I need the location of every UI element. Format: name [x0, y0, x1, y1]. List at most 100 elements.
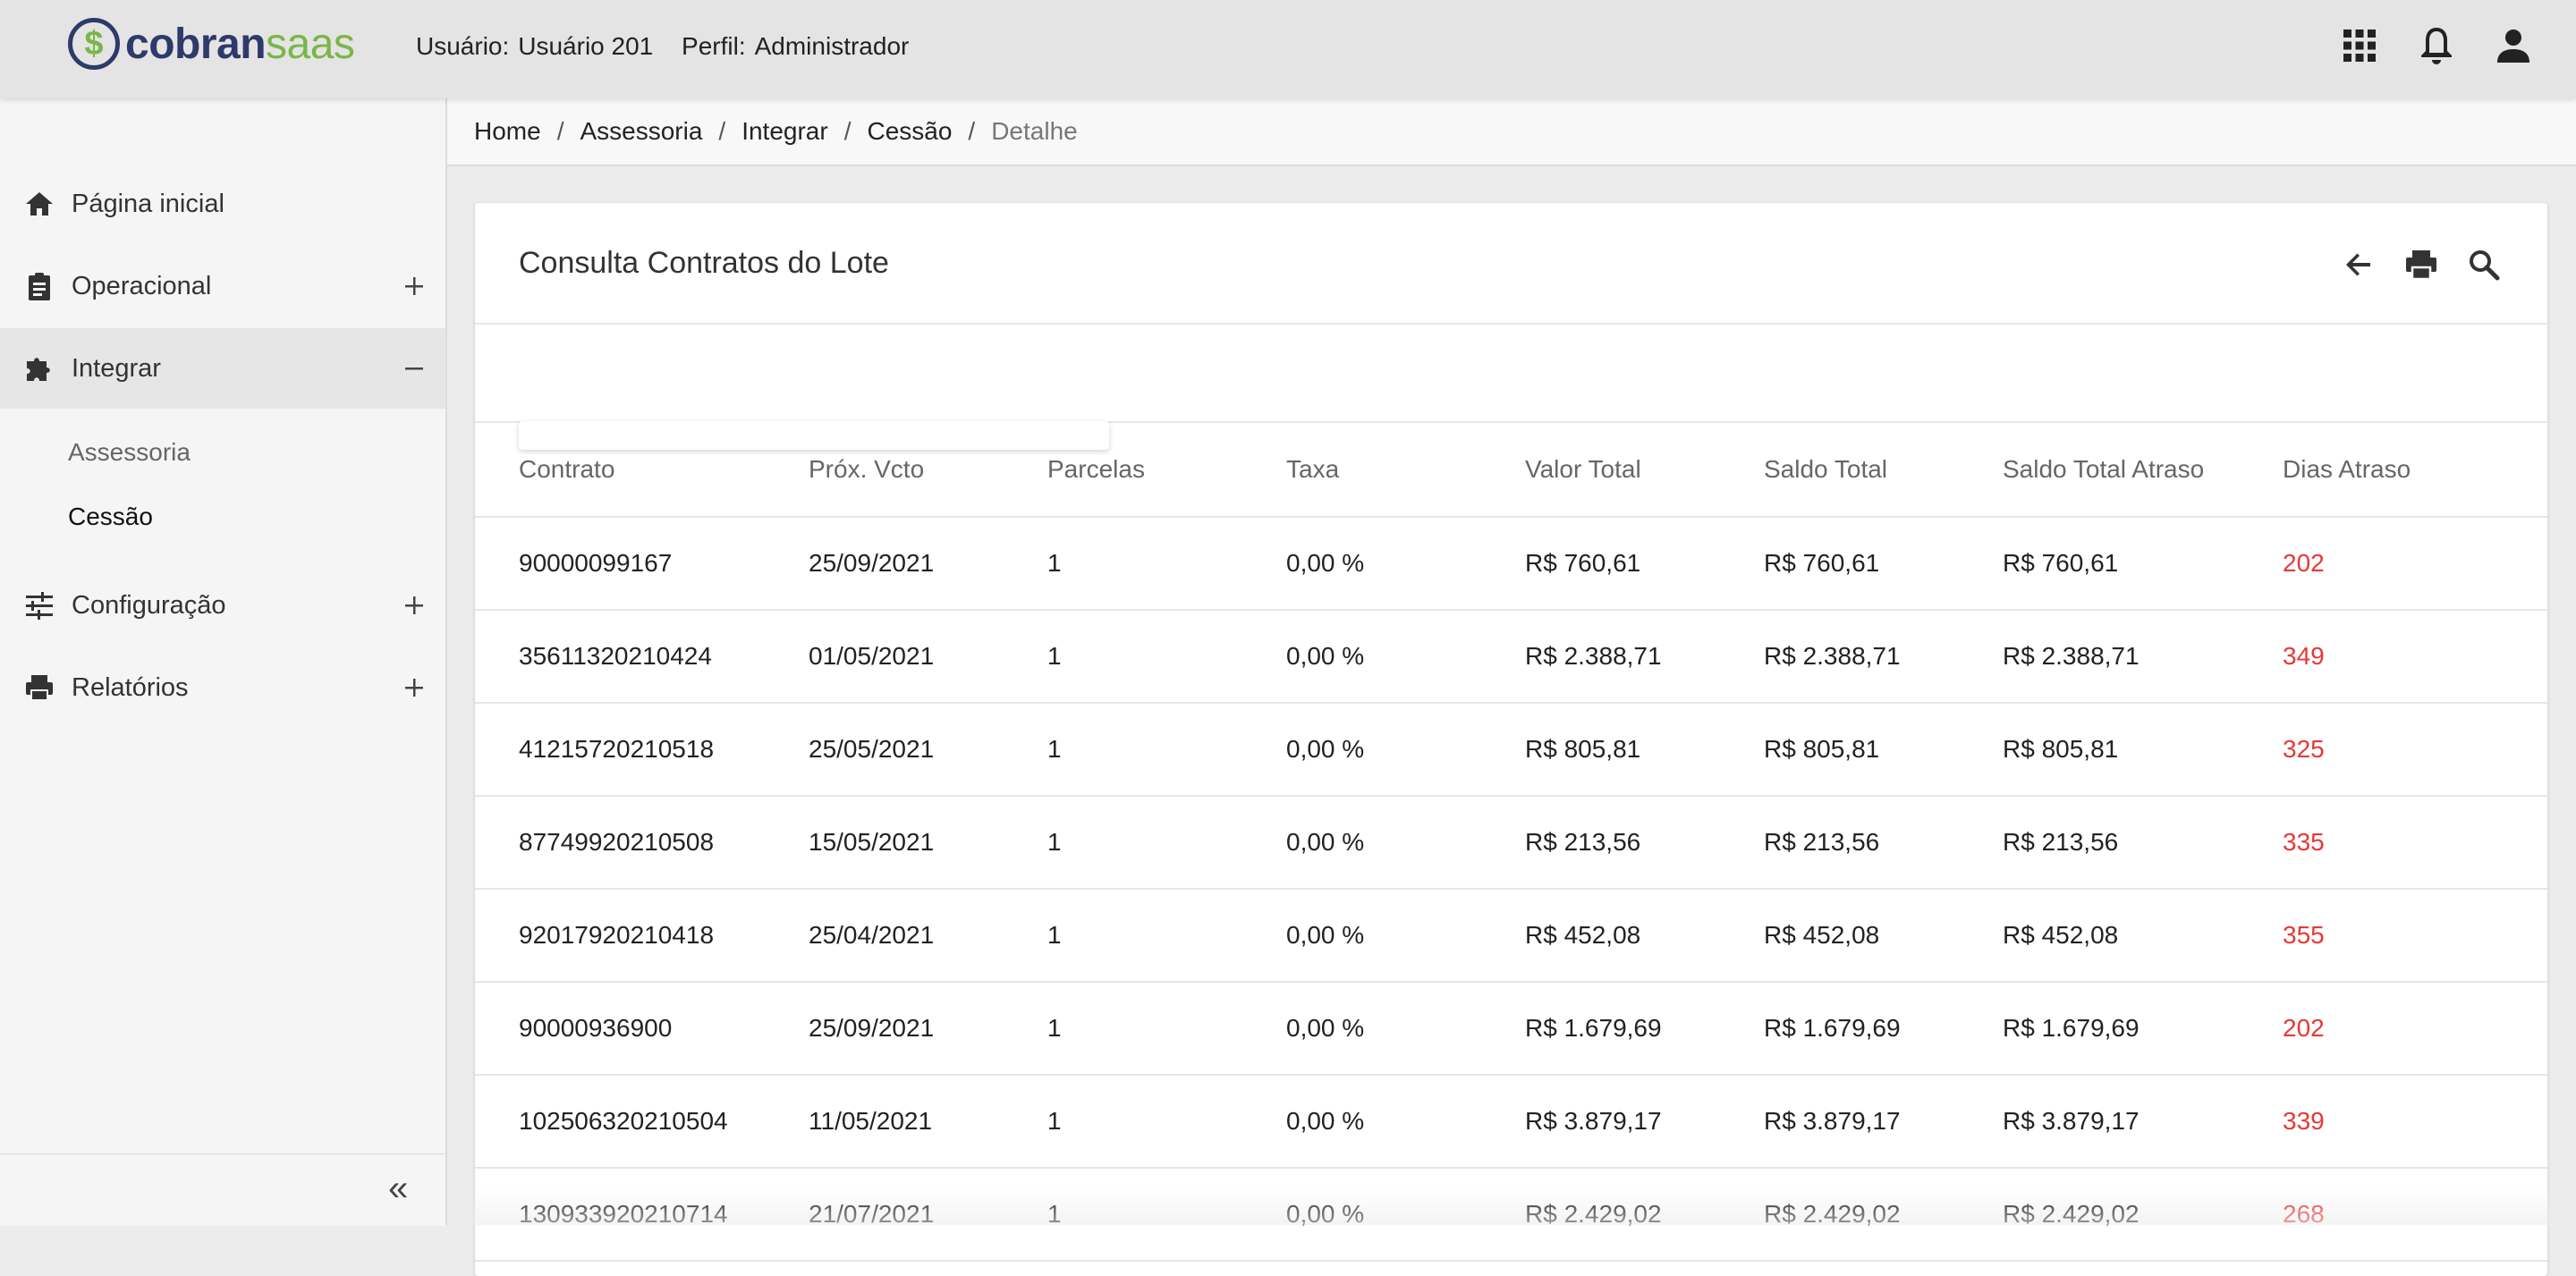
table-row[interactable]: 130933920210714 21/07/2021 1 0,00 % R$ 2.429… [475, 1168, 2547, 1262]
page-title: Consulta Contratos do Lote [519, 246, 889, 280]
table-row[interactable]: 90000099167 25/09/2021 1 0,00 % R$ 760,61 R$ … [475, 517, 2547, 611]
breadcrumb-detalhe: Detalhe [991, 117, 1078, 145]
breadcrumb-home[interactable]: Home [474, 117, 541, 145]
table-cell: R$ 213,56 [1525, 796, 1764, 890]
sidebar-item-label: Relatórios [72, 672, 189, 702]
table-cell: R$ 805,81 [1525, 703, 1764, 797]
table-row[interactable]: 102506320210504 11/05/2021 1 0,00 % R$ 3.879… [475, 1075, 2547, 1169]
clipboard-icon [29, 273, 50, 300]
table-cell: 339 [2283, 1075, 2547, 1169]
top-actions [2340, 23, 2533, 68]
table-row[interactable]: 92017920210418 25/04/2021 1 0,00 % R$ 452,08… [475, 889, 2547, 983]
sidebar-item-integrar[interactable]: Integrar [0, 328, 445, 409]
table-row[interactable]: 41215720210518 25/05/2021 1 0,00 % R$ 805,81… [475, 703, 2547, 797]
breadcrumb-assessoria[interactable]: Assessoria [580, 117, 703, 145]
table-cell: 202 [2283, 517, 2547, 611]
app-logo[interactable]: $ cobransaas [68, 18, 355, 70]
table-cell: 0,00 % [1286, 610, 1525, 704]
column-header-taxa[interactable]: Taxa [1286, 423, 1525, 518]
sidebar-item-configuracao[interactable]: Configuração [0, 565, 445, 646]
column-header-saldo-total-atraso[interactable]: Saldo Total Atraso [2003, 423, 2283, 518]
table-row[interactable]: 87749920210508 15/05/2021 1 0,00 % R$ 213,56… [475, 796, 2547, 890]
table-cell: 349 [2283, 610, 2547, 704]
expand-plus-icon[interactable] [402, 594, 426, 617]
table-cell: 1 [1047, 982, 1286, 1076]
print-icon[interactable] [2402, 246, 2440, 283]
table-cell: R$ 2.429,02 [1525, 1168, 1764, 1262]
card-actions [2340, 246, 2503, 283]
table-cell: 25/09/2021 [809, 982, 1047, 1076]
table-cell: R$ 760,61 [2003, 517, 2283, 611]
table-cell: 0,00 % [1286, 703, 1525, 797]
puzzle-icon [27, 358, 50, 381]
table-row[interactable]: 35611320210424 01/05/2021 1 0,00 % R$ 2.388,… [475, 610, 2547, 704]
table-cell: 268 [2283, 1168, 2547, 1262]
filter-area [475, 325, 2547, 423]
logo-mark-icon: $ [68, 18, 120, 70]
sidebar-item-home[interactable]: Página inicial [0, 164, 445, 244]
column-header-saldo-total[interactable]: Saldo Total [1764, 423, 2003, 518]
table-cell: R$ 3.879,17 [2003, 1075, 2283, 1169]
sidebar-subitem-cessao[interactable]: Cessão [68, 503, 153, 530]
sidebar-item-label: Integrar [72, 353, 161, 383]
table-cell: 1 [1047, 703, 1286, 797]
apps-grid-icon[interactable] [2340, 23, 2379, 68]
expand-plus-icon[interactable] [402, 676, 426, 699]
table-cell: R$ 213,56 [2003, 796, 2283, 890]
sidebar: Página inicial Operacional Integrar Asse… [0, 98, 447, 1226]
table-cell: R$ 2.388,71 [1764, 610, 2003, 704]
table-cell: 25/05/2021 [809, 703, 1047, 797]
collapse-sidebar-icon[interactable]: « [388, 1169, 409, 1208]
table-cell: 102506320210504 [475, 1075, 809, 1169]
contracts-table: Contrato Próx. Vcto Parcelas Taxa Valor … [475, 423, 2547, 1262]
table-cell: 15/05/2021 [809, 796, 1047, 890]
table-cell: R$ 805,81 [2003, 703, 2283, 797]
column-header-dias-atraso[interactable]: Dias Atraso [2283, 423, 2547, 518]
table-cell: 0,00 % [1286, 796, 1525, 890]
logo-text-part2: saas [266, 20, 355, 68]
contracts-card: Consulta Contratos do Lote Contrato Próx… [475, 203, 2547, 1276]
breadcrumb-separator: / [843, 117, 852, 145]
sidebar-item-operacional[interactable]: Operacional [0, 246, 445, 326]
table-cell: R$ 1.679,69 [2003, 982, 2283, 1076]
table-cell: 11/05/2021 [809, 1075, 1047, 1169]
filter-chip[interactable] [519, 421, 1109, 450]
table-cell: 21/07/2021 [809, 1168, 1047, 1262]
table-cell: 130933920210714 [475, 1168, 809, 1262]
breadcrumb-cessao[interactable]: Cessão [867, 117, 953, 145]
table-cell: 1 [1047, 517, 1286, 611]
breadcrumb-integrar[interactable]: Integrar [741, 117, 828, 145]
breadcrumb-separator: / [968, 117, 976, 145]
table-cell: 90000936900 [475, 982, 809, 1076]
table-row[interactable]: 90000936900 25/09/2021 1 0,00 % R$ 1.679,69 R… [475, 982, 2547, 1076]
collapse-minus-icon[interactable] [402, 357, 426, 380]
tune-icon [26, 592, 53, 620]
top-bar: $ cobransaas Usuário: Usuário 201 Perfil:… [0, 0, 2576, 98]
expand-plus-icon[interactable] [402, 275, 426, 298]
table-cell: R$ 2.429,02 [2003, 1168, 2283, 1262]
bell-icon[interactable] [2417, 23, 2456, 68]
column-header-valor-total[interactable]: Valor Total [1525, 423, 1764, 518]
table-cell: R$ 452,08 [1764, 889, 2003, 983]
table-cell: R$ 2.429,02 [1764, 1168, 2003, 1262]
table-cell: 0,00 % [1286, 889, 1525, 983]
table-cell: 1 [1047, 889, 1286, 983]
table-cell: 0,00 % [1286, 517, 1525, 611]
sidebar-item-label: Operacional [72, 271, 212, 300]
table-cell: 202 [2283, 982, 2547, 1076]
sidebar-item-label: Configuração [72, 590, 226, 620]
user-info: Usuário: Usuário 201 Perfil: Administrador [416, 32, 930, 61]
table-cell: R$ 1.679,69 [1764, 982, 2003, 1076]
table-cell: 355 [2283, 889, 2547, 983]
sidebar-subitem-assessoria[interactable]: Assessoria [68, 438, 191, 466]
table-cell: 25/04/2021 [809, 889, 1047, 983]
sidebar-item-relatorios[interactable]: Relatórios [0, 647, 445, 728]
table-cell: 0,00 % [1286, 1075, 1525, 1169]
account-icon[interactable] [2494, 23, 2533, 68]
user-label: Usuário: [416, 32, 510, 60]
back-arrow-icon[interactable] [2340, 246, 2377, 283]
search-icon[interactable] [2465, 246, 2503, 283]
profile-label: Perfil: [682, 32, 746, 60]
breadcrumb: Home / Assessoria / Integrar / Cessão / … [474, 117, 1078, 146]
table-cell: R$ 452,08 [1525, 889, 1764, 983]
